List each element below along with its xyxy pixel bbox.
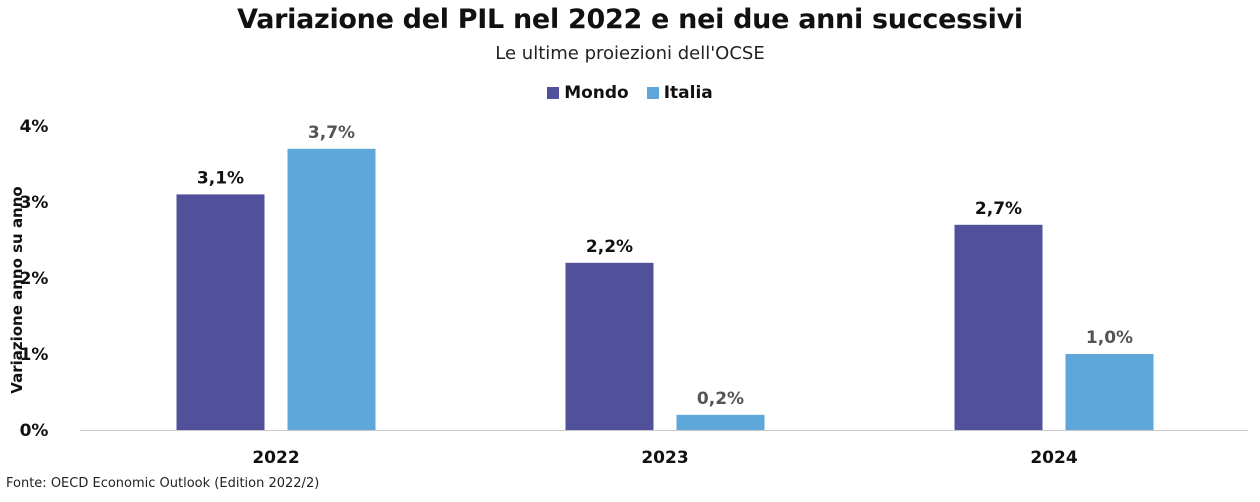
legend-item-mondo: Mondo — [547, 83, 629, 103]
x-tick-label: 2024 — [1030, 448, 1077, 468]
bar-mondo-2023 — [565, 262, 654, 430]
y-tick-label: 0% — [20, 421, 49, 441]
data-label-mondo-2024: 2,7% — [975, 199, 1022, 219]
legend-swatch-mondo — [547, 87, 560, 99]
bar-italia-2023 — [676, 414, 765, 430]
y-tick-label: 2% — [20, 269, 49, 289]
bar-italia-2022 — [287, 148, 376, 431]
bar-italia-2024 — [1065, 354, 1154, 430]
chart-subtitle: Le ultime proiezioni dell'OCSE — [495, 43, 765, 64]
data-label-mondo-2022: 3,1% — [197, 168, 244, 188]
x-tick-label: 2022 — [252, 448, 299, 468]
source-note: Fonte: OECD Economic Outlook (Edition 20… — [6, 476, 320, 491]
y-tick-label: 3% — [20, 193, 49, 213]
y-tick-label: 1% — [20, 345, 49, 365]
chart-title: Variazione del PIL nel 2022 e nei due an… — [237, 4, 1023, 35]
bar-mondo-2022 — [176, 194, 265, 430]
legend-label-mondo: Mondo — [564, 83, 629, 103]
data-label-italia-2023: 0,2% — [697, 389, 744, 409]
bar-mondo-2024 — [954, 224, 1043, 430]
data-label-mondo-2023: 2,2% — [586, 237, 633, 257]
legend-label-italia: Italia — [663, 83, 713, 103]
data-label-italia-2022: 3,7% — [308, 123, 355, 143]
legend: Mondo Italia — [0, 83, 1260, 103]
legend-item-italia: Italia — [646, 83, 713, 103]
y-axis-title: Variazione anno su anno — [8, 186, 26, 393]
data-label-italia-2024: 1,0% — [1086, 328, 1133, 348]
y-tick-label: 4% — [20, 117, 49, 137]
legend-swatch-italia — [646, 87, 659, 99]
x-tick-label: 2023 — [641, 448, 688, 468]
